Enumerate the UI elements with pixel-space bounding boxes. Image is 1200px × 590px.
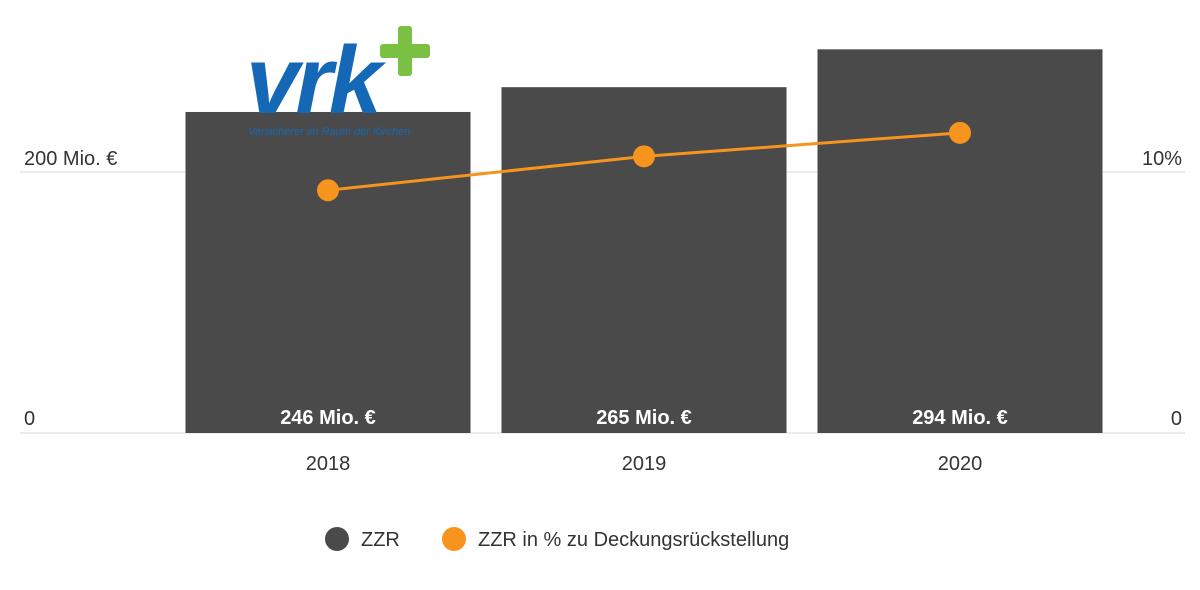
right-axis-tick-zero: 0	[1171, 408, 1182, 430]
x-tick-2018: 2018	[306, 453, 351, 475]
right-axis-tick-top: 10%	[1142, 148, 1182, 170]
x-tick-2019: 2019	[622, 453, 667, 475]
logo-tagline: Versicherer im Raum der Kirchen	[248, 126, 410, 138]
bar-value-label-2019: 265 Mio. €	[596, 407, 692, 429]
legend-label-zzr-percent: ZZR in % zu Deckungsrückstellung	[478, 529, 789, 551]
bar-label-group: 246 Mio. € 265 Mio. € 294 Mio. €	[280, 407, 1008, 429]
line-point-2020	[949, 121, 971, 144]
bar-series	[185, 49, 1103, 434]
legend-marker-zzr	[325, 527, 349, 551]
bar-value-label-2020: 294 Mio. €	[912, 407, 1008, 429]
bar-2020	[817, 49, 1103, 433]
logo-wordmark: vrk	[246, 27, 387, 134]
x-tick-2020: 2020	[938, 453, 983, 475]
plus-icon	[380, 26, 430, 76]
left-axis-tick-top: 200 Mio. €	[24, 148, 117, 170]
bar-2018	[185, 111, 471, 433]
left-axis-tick-zero: 0	[24, 408, 35, 430]
legend-marker-zzr-percent	[442, 527, 466, 551]
line-point-2018	[317, 179, 339, 202]
bar-2019	[501, 87, 787, 434]
line-series	[317, 121, 971, 202]
legend-label-zzr: ZZR	[361, 529, 400, 551]
line-point-2019	[633, 145, 655, 168]
x-axis-ticks: 2018 2019 2020	[306, 453, 983, 475]
vrk-logo: vrk Versicherer im Raum der Kirchen	[246, 26, 430, 138]
bar-value-label-2018: 246 Mio. €	[280, 407, 376, 429]
legend: ZZR ZZR in % zu Deckungsrückstellung	[325, 527, 789, 551]
